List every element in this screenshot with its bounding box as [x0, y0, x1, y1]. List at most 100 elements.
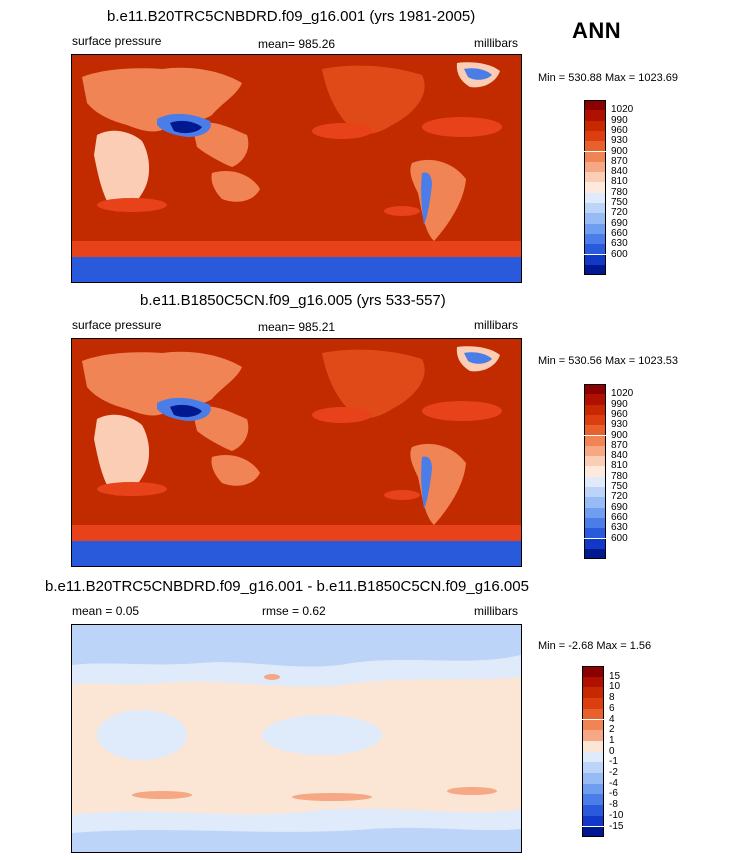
colorbar-label: 690	[611, 217, 628, 229]
colorbar-swatch	[584, 192, 606, 203]
colorbar-swatch	[584, 254, 606, 265]
colorbar-label: 660	[611, 511, 628, 523]
colorbar-swatch	[584, 548, 606, 560]
colorbar-label: 780	[611, 470, 628, 482]
colorbar-swatch	[584, 466, 606, 477]
colorbar-swatch	[582, 794, 604, 806]
colorbar-swatch	[584, 414, 606, 426]
colorbar-swatch	[584, 476, 606, 487]
colorbar-swatch	[584, 497, 606, 508]
colorbar-label: 960	[611, 408, 628, 420]
colorbar-label: 0	[609, 745, 615, 757]
colorbar-label: 810	[611, 460, 628, 472]
map-panel3-difference	[71, 624, 522, 853]
colorbar-swatch	[582, 698, 604, 709]
colorbar-swatch	[584, 538, 606, 549]
colorbar-swatch	[582, 826, 604, 838]
colorbar-swatch	[584, 120, 606, 131]
map-panel1-surface-pressure	[71, 54, 522, 283]
colorbar-swatch	[584, 100, 606, 111]
colorbar-swatch	[584, 203, 606, 214]
colorbar-swatch	[584, 404, 606, 415]
colorbar-swatch	[582, 751, 604, 763]
colorbar-swatch	[582, 730, 604, 741]
colorbar-swatch	[582, 740, 604, 752]
colorbar-swatch	[584, 233, 606, 245]
panel2-variable: surface pressure	[72, 318, 162, 332]
colorbar-label: 930	[611, 419, 628, 431]
colorbar-label: 1	[609, 734, 615, 746]
panel2-minmax: Min = 530.56 Max = 1023.53	[538, 355, 679, 367]
colorbar-swatch	[582, 719, 604, 731]
colorbar-label: 600	[611, 532, 628, 544]
pressure-map-1	[72, 55, 521, 282]
colorbar-label: 810	[611, 176, 628, 188]
panel3-title: b.e11.B20TRC5CNBDRD.f09_g16.001 - b.e11.…	[45, 578, 529, 595]
colorbar-swatch	[584, 507, 606, 518]
colorbar-label: 780	[611, 186, 628, 198]
colorbar-label: 750	[611, 481, 628, 492]
colorbar-label: 990	[611, 398, 628, 410]
map-panel2-surface-pressure	[71, 338, 522, 567]
colorbar-label: 15	[609, 670, 621, 682]
panel1-mean: mean= 985.26	[258, 37, 336, 51]
colorbar-label: 720	[611, 491, 628, 503]
colorbar-swatch	[584, 110, 606, 121]
difference-map	[72, 625, 521, 852]
colorbar-label: 1020	[611, 104, 634, 116]
colorbar-swatch	[584, 384, 606, 395]
colorbar-label: 660	[611, 227, 628, 239]
colorbar-swatch	[582, 762, 604, 773]
colorbar-swatch	[584, 244, 606, 255]
colorbar-swatch	[584, 161, 606, 173]
panel2-mean: mean= 985.21	[258, 320, 336, 334]
panel2-title: b.e11.B1850C5CN.f09_g16.005 (yrs 533-557…	[140, 292, 446, 309]
colorbar-label: -1	[609, 756, 618, 768]
colorbar-label: 870	[611, 155, 628, 167]
colorbar-swatch	[582, 687, 604, 699]
panel1-minmax: Min = 530.88 Max = 1023.69	[538, 72, 679, 84]
season-label: ANN	[572, 18, 622, 43]
colorbar-label: -8	[609, 799, 618, 811]
colorbar-swatch	[582, 708, 604, 720]
colorbar-label: 900	[611, 429, 628, 441]
colorbar-swatch	[584, 223, 606, 234]
colorbar-swatch	[584, 182, 606, 193]
colorbar-label: -6	[609, 788, 618, 800]
colorbar-swatch	[584, 487, 606, 498]
colorbar-label: 1020	[611, 388, 634, 400]
colorbar-label: 600	[611, 248, 628, 260]
colorbar-label: 930	[611, 135, 628, 147]
colorbar-label: 690	[611, 501, 628, 513]
colorbar-label: -2	[609, 767, 618, 778]
colorbar-swatch	[584, 528, 606, 539]
colorbar-label: 840	[611, 166, 628, 178]
colorbar-swatch	[584, 435, 606, 446]
colorbar-label: 960	[611, 124, 628, 136]
colorbar-label: 750	[611, 197, 628, 208]
panel1-units: millibars	[474, 36, 519, 50]
colorbar-swatch	[582, 666, 604, 677]
colorbar-label: 870	[611, 439, 628, 451]
colorbar-label: 8	[609, 692, 615, 704]
panel2-units: millibars	[474, 318, 519, 332]
colorbar-label: 630	[611, 238, 628, 250]
colorbar-swatch	[582, 805, 604, 816]
colorbar-swatch	[584, 141, 606, 152]
panel3-rmse: rmse = 0.62	[262, 604, 326, 618]
colorbar-swatch	[584, 172, 606, 183]
colorbar-label: 840	[611, 450, 628, 462]
colorbar-label: 6	[609, 702, 615, 714]
colorbar-swatch	[584, 394, 606, 405]
colorbar-label: -10	[609, 809, 624, 821]
colorbar-swatch	[584, 151, 606, 162]
colorbar-label: -15	[609, 820, 624, 832]
colorbar-swatch	[584, 130, 606, 142]
colorbar-swatch	[582, 773, 604, 784]
panel3-minmax: Min = -2.68 Max = 1.56	[538, 640, 652, 652]
colorbar-label: 2	[609, 724, 615, 736]
colorbar-label: -4	[609, 777, 618, 789]
colorbar-label: 720	[611, 207, 628, 219]
colorbar-swatch	[584, 456, 606, 467]
colorbar-label: 10	[609, 681, 621, 693]
